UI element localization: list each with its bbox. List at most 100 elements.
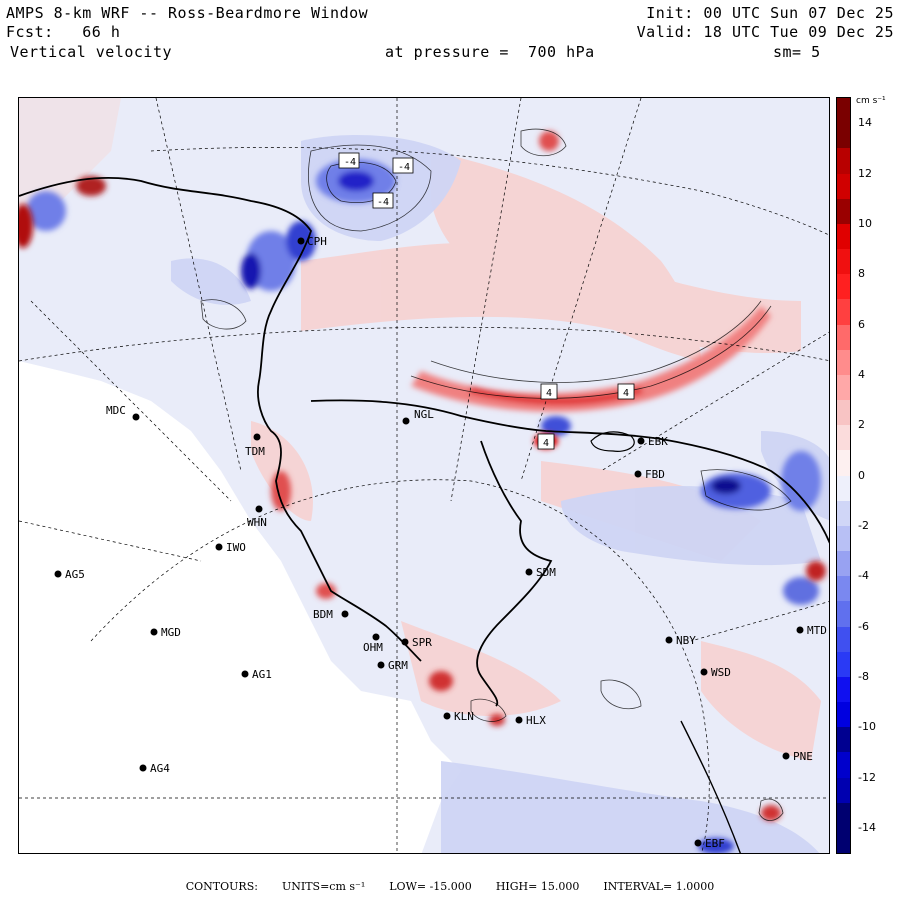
colorbar-segment [837, 777, 850, 804]
svg-text:4: 4 [546, 388, 552, 399]
station-dot [150, 628, 158, 636]
station-label: GRM [388, 659, 408, 672]
low-value: LOW= -15.000 [389, 880, 472, 893]
colorbar-segment [837, 576, 850, 602]
colorbar-segment [837, 374, 850, 401]
colorbar-segment [837, 727, 850, 753]
contour-label: -4 [372, 192, 394, 209]
station-dot [139, 764, 147, 772]
colorbar-tick-label: 10 [858, 216, 872, 230]
station-kln: KLN [443, 710, 474, 723]
station-dot [694, 839, 702, 847]
colorbar-tick-label: -8 [858, 669, 869, 683]
station-label: SDM [536, 566, 556, 579]
colorbar-segment [837, 400, 850, 426]
station-label: WSD [711, 666, 731, 679]
colorbar-segment [837, 475, 850, 502]
station-dot [132, 413, 140, 421]
station-tdm: TDM [245, 433, 265, 458]
ice-shelf-front [310, 399, 829, 544]
colorbar-segment [837, 525, 850, 552]
station-grm: GRM [377, 659, 408, 672]
station-ohm: OHM [363, 633, 383, 654]
station-dot [372, 633, 380, 641]
station-cph: CPH [297, 235, 327, 248]
station-label: AG1 [252, 668, 272, 681]
station-ebf: EBF [694, 837, 725, 850]
station-nby: NBY [665, 634, 696, 647]
weak-downdraft-areas [171, 135, 829, 853]
station-fbd: FBD [634, 468, 665, 481]
station-whn: WHN [247, 505, 267, 529]
station-label: MGD [161, 626, 181, 639]
station-label: NBY [676, 634, 696, 647]
station-label: AG4 [150, 762, 170, 775]
colorbar-segment [837, 173, 850, 200]
station-label: MDC [106, 404, 126, 417]
station-dot [215, 543, 223, 551]
map-title: AMPS 8-km WRF -- Ross-Beardmore Window [6, 4, 369, 22]
station-dot [54, 570, 62, 578]
contour-labels: -4 -4 -4 4 4 4 [338, 152, 635, 450]
station-label: BDM [313, 608, 333, 621]
station-dot [637, 437, 645, 445]
contour-info: CONTOURS: UNITS=cm s⁻¹ LOW= -15.000 HIGH= 1… [0, 880, 900, 893]
colorbar-segment [837, 223, 850, 250]
colorbar-tick-label: 8 [858, 267, 865, 281]
init-time: Init: 00 UTC Sun 07 Dec 25 [646, 4, 894, 22]
colorbar-tick-label: 4 [858, 367, 865, 381]
station-sdm: SDM [525, 566, 556, 579]
contour-label: -4 [338, 152, 360, 169]
station-ebk: EBK [637, 435, 668, 448]
colorbar-tick-label: 2 [858, 418, 865, 432]
station-label: OHM [363, 641, 383, 654]
station-label: NGL [414, 408, 434, 421]
station-wsd: WSD [700, 666, 731, 679]
contour-lines [200, 128, 792, 821]
graticule [19, 98, 829, 853]
station-label: MTD [807, 624, 827, 637]
station-dot [297, 237, 305, 245]
colorbar-segment [837, 98, 850, 124]
svg-text:4: 4 [623, 388, 629, 399]
contour-label: 4 [537, 433, 555, 450]
svg-text:-4: -4 [344, 157, 356, 168]
colorbar-tick-label: 0 [858, 468, 865, 482]
colorbar [836, 97, 851, 854]
station-bdm: BDM [313, 608, 349, 621]
station-dot [782, 752, 790, 760]
masked-plateau [19, 98, 461, 853]
colorbar-tick-label: -4 [858, 569, 869, 583]
station-dot [796, 626, 804, 634]
colorbar-segment [837, 676, 850, 703]
colorbar-tick-label: -14 [858, 820, 876, 834]
station-label: TDM [245, 445, 265, 458]
colorbar-segment [837, 249, 850, 275]
contour-label: 4 [617, 383, 635, 400]
colorbar-segment [837, 651, 850, 678]
station-label: FBD [645, 468, 665, 481]
colorbar-segment [837, 148, 850, 174]
coastline [19, 176, 422, 662]
station-dot [241, 670, 249, 678]
vertical-velocity-map: -4 -4 -4 4 4 4 MDC TDM NG [18, 97, 830, 854]
station-mtd: MTD [796, 624, 827, 637]
colorbar-segment [837, 702, 850, 728]
grounding-line [476, 440, 553, 707]
station-label: EBF [705, 837, 725, 850]
station-dot [634, 470, 642, 478]
colorbar-segment [837, 425, 850, 451]
smoothing-value: sm= 5 [773, 43, 821, 61]
colorbar-segment [837, 500, 850, 527]
station-ag1: AG1 [241, 668, 272, 681]
forecast-hour: Fcst: 66 h [6, 23, 121, 41]
station-dot [665, 636, 673, 644]
contour-label: -4 [392, 157, 414, 174]
station-label: AG5 [65, 568, 85, 581]
units-info: UNITS=cm s⁻¹ [281, 880, 366, 893]
colorbar-tick-label: -2 [858, 518, 869, 532]
station-label: SPR [412, 636, 432, 649]
svg-text:-4: -4 [377, 197, 389, 208]
station-dot [525, 568, 533, 576]
